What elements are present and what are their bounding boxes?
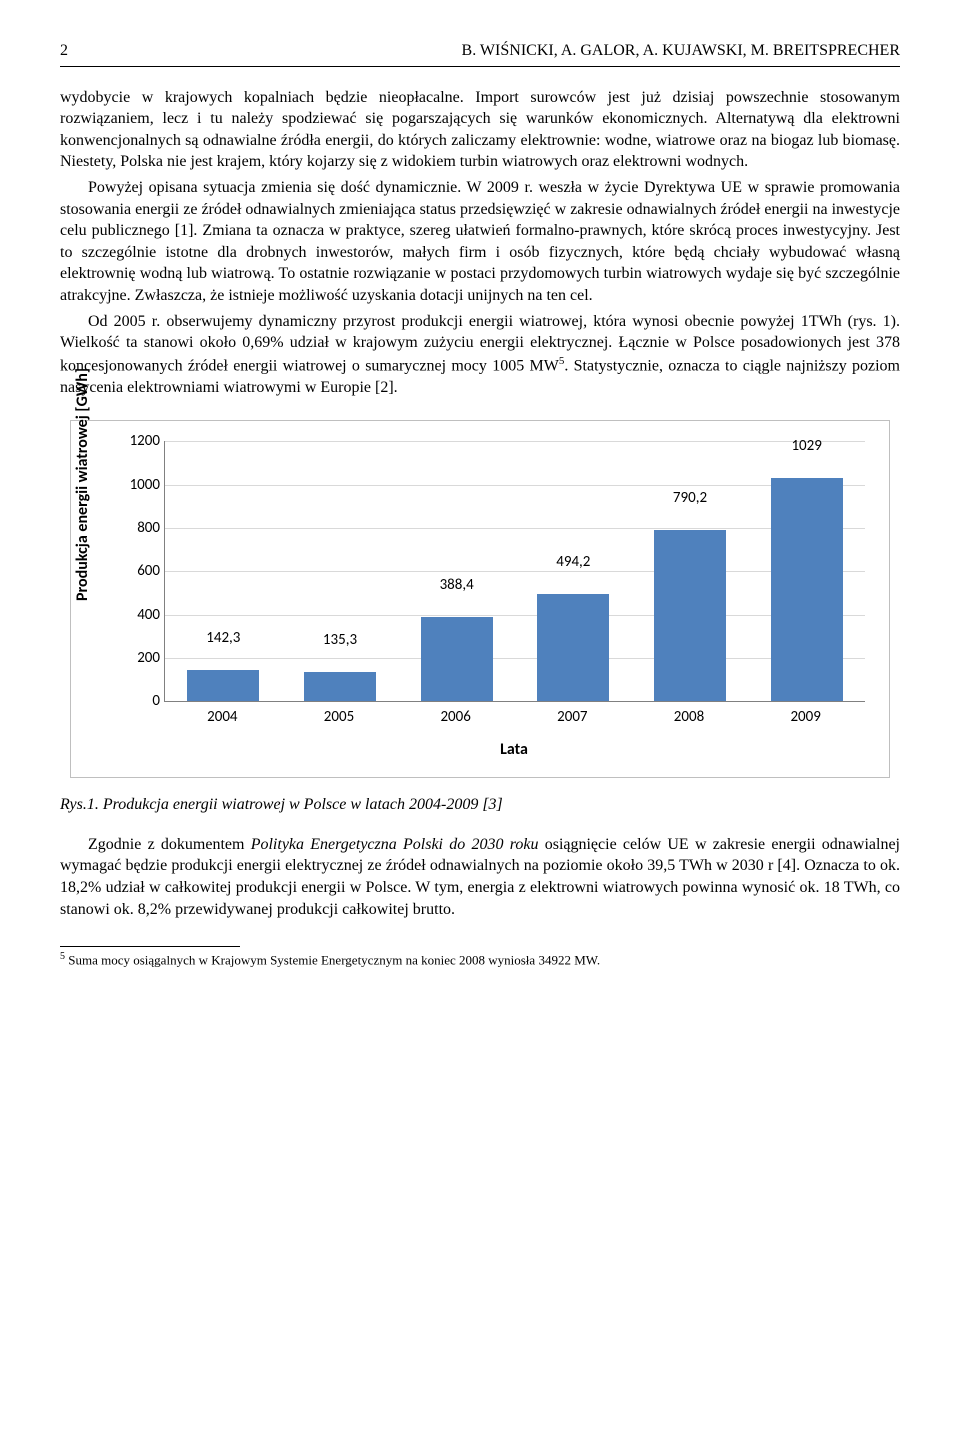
chart-plot-area: 142,3135,3388,4494,2790,21029 xyxy=(164,441,865,702)
paragraph-4a: Zgodnie z dokumentem xyxy=(88,836,251,853)
chart-bar xyxy=(187,670,259,701)
chart-bar xyxy=(304,672,376,701)
chart-bar xyxy=(537,594,609,701)
chart-xlabel: Lata xyxy=(164,739,864,761)
bar-chart: Produkcja energii wiatrowej [GWh] 142,31… xyxy=(86,431,876,771)
chart-ytick: 400 xyxy=(110,604,160,624)
chart-bar-label: 1029 xyxy=(791,436,821,456)
paragraph-4-italic: Polityka Energetyczna Polski do 2030 rok… xyxy=(251,836,539,853)
chart-gridline xyxy=(165,485,865,486)
chart-gridline xyxy=(165,615,865,616)
chart-bar-label: 142,3 xyxy=(206,628,240,648)
paragraph-2: Powyżej opisana sytuacja zmienia się doś… xyxy=(60,177,900,307)
chart-ytick: 800 xyxy=(110,518,160,538)
chart-xtick: 2006 xyxy=(440,707,470,727)
chart-ytick: 1000 xyxy=(110,474,160,494)
chart-bar xyxy=(771,478,843,701)
chart-xtick: 2009 xyxy=(790,707,820,727)
footnote-text: Suma mocy osiągalnych w Krajowym Systemi… xyxy=(65,953,600,968)
paragraph-3: Od 2005 r. obserwujemy dynamiczny przyro… xyxy=(60,311,900,399)
paragraph-4: Zgodnie z dokumentem Polityka Energetycz… xyxy=(60,834,900,920)
chart-ytick: 1200 xyxy=(110,431,160,451)
footnote-separator xyxy=(60,946,240,947)
chart-gridline xyxy=(165,528,865,529)
chart-container: Produkcja energii wiatrowej [GWh] 142,31… xyxy=(70,420,890,778)
chart-gridline xyxy=(165,441,865,442)
paragraph-1: wydobycie w krajowych kopalniach będzie … xyxy=(60,87,900,173)
chart-bar-label: 494,2 xyxy=(556,552,590,572)
page-number: 2 xyxy=(60,40,68,62)
chart-bar xyxy=(421,617,493,701)
body-text-2: Zgodnie z dokumentem Polityka Energetycz… xyxy=(60,834,900,920)
header-authors: B. WIŚNICKI, A. GALOR, A. KUJAWSKI, M. B… xyxy=(462,40,900,62)
footnote: 5 Suma mocy osiągalnych w Krajowym Syste… xyxy=(60,951,900,968)
chart-ytick: 0 xyxy=(110,691,160,711)
chart-xtick: 2008 xyxy=(674,707,704,727)
chart-xtick: 2007 xyxy=(557,707,587,727)
chart-gridline xyxy=(165,658,865,659)
figure-caption: Rys.1. Produkcja energii wiatrowej w Pol… xyxy=(60,794,900,816)
chart-bar xyxy=(654,530,726,701)
chart-bar-label: 388,4 xyxy=(440,575,474,595)
running-header: 2 B. WIŚNICKI, A. GALOR, A. KUJAWSKI, M.… xyxy=(60,40,900,67)
chart-bar-label: 135,3 xyxy=(323,629,357,649)
chart-xtick: 2005 xyxy=(324,707,354,727)
chart-ylabel: Produkcja energii wiatrowej [GWh] xyxy=(72,368,94,601)
chart-gridline xyxy=(165,571,865,572)
body-text: wydobycie w krajowych kopalniach będzie … xyxy=(60,87,900,399)
chart-xtick: 2004 xyxy=(207,707,237,727)
chart-ytick: 600 xyxy=(110,561,160,581)
chart-ytick: 200 xyxy=(110,648,160,668)
chart-bar-label: 790,2 xyxy=(673,488,707,508)
